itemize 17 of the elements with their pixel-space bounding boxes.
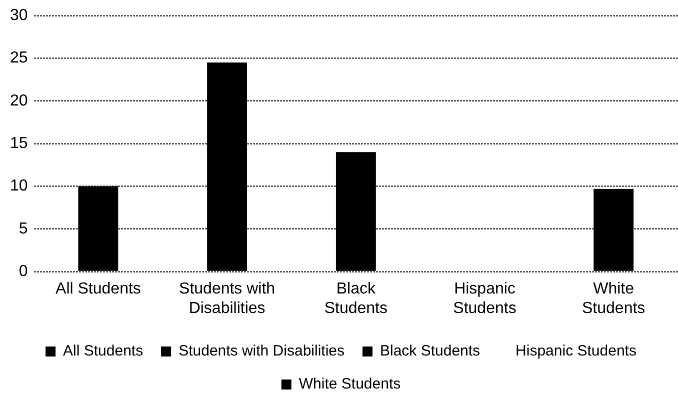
x-tick-label: Hispanic Students: [453, 280, 516, 317]
x-tick-label: Black Students: [324, 280, 388, 317]
legend-label: All Students: [63, 342, 144, 360]
y-tick-label: 15: [10, 135, 28, 152]
legend-label: Students with Disabilities: [178, 342, 345, 360]
legend-label: White Students: [298, 376, 401, 393]
y-tick-label: 30: [10, 7, 28, 24]
text: Hispanic Students: [516, 342, 636, 360]
x-tick-label: Students with Disabilities: [179, 280, 276, 317]
y-tick-label: 10: [10, 178, 28, 195]
y-tick-label: 25: [10, 50, 28, 67]
y-tick-label: 20: [10, 92, 28, 110]
y-tick-label: 5: [18, 220, 28, 238]
y-tick-label: 0: [18, 263, 28, 280]
legend-label: Black Students: [380, 342, 480, 360]
x-tick-label: All Students: [56, 280, 141, 298]
x-tick-label: White Students: [582, 280, 646, 317]
